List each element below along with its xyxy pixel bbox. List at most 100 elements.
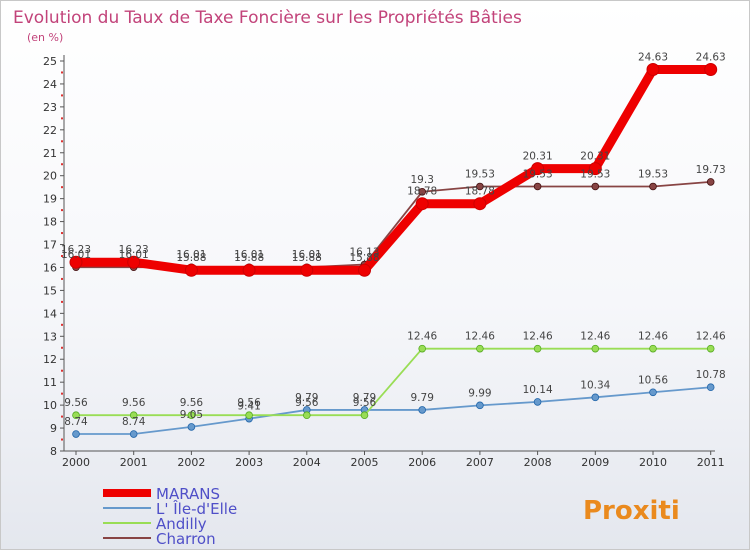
y-tick-label: 23 — [43, 101, 57, 114]
data-label: 9.56 — [64, 397, 88, 409]
data-point — [706, 344, 715, 353]
data-point — [476, 182, 484, 191]
y-tick-label: 17 — [43, 239, 57, 252]
y-tick-label: 16 — [43, 261, 57, 274]
data-point — [533, 182, 542, 191]
y-minor-mark — [61, 140, 63, 143]
data-point — [533, 398, 542, 406]
x-tick-label: 2011 — [697, 456, 725, 469]
y-minor-mark — [61, 163, 63, 166]
x-tick-label: 2006 — [408, 456, 436, 469]
data-point — [360, 411, 369, 420]
x-tick-label: 2010 — [639, 456, 667, 469]
data-point — [358, 263, 371, 277]
data-label: 15.88 — [292, 252, 322, 264]
data-label: 9.79 — [411, 392, 434, 404]
y-tick-label: 14 — [43, 307, 57, 320]
data-label: 19.73 — [696, 164, 726, 176]
data-label: 9.56 — [353, 397, 377, 409]
data-label: 9.79 — [353, 392, 376, 404]
data-label: 10.14 — [523, 384, 553, 396]
data-label: 19.53 — [638, 168, 668, 180]
data-point — [184, 263, 198, 277]
axes: 8 9 10 11 12 13 14 15 16 17 18 19 20 21 22 23 24 25 2000 20… — [43, 55, 725, 469]
data-point — [649, 182, 657, 191]
legend-label: MARANS — [156, 485, 220, 503]
data-point — [245, 411, 253, 420]
data-label: 9.41 — [237, 401, 260, 413]
data-point — [473, 197, 487, 211]
data-label: 12.46 — [696, 331, 726, 343]
y-minor-mark — [61, 94, 63, 97]
legend-label: L' Île-d'Elle — [156, 499, 237, 518]
data-label: 10.34 — [580, 379, 610, 391]
data-label: 16.01 — [176, 249, 206, 261]
data-label: 9.56 — [237, 397, 261, 409]
data-label: 12.46 — [523, 331, 553, 343]
data-point — [649, 344, 657, 353]
data-label: 8.74 — [122, 416, 146, 428]
x-tick-label: 2004 — [293, 456, 321, 469]
proxiti-logo: Proxiti — [583, 496, 680, 526]
data-point — [418, 344, 427, 353]
data-label: 16.01 — [61, 249, 91, 261]
data-point — [302, 411, 311, 420]
data-point — [591, 393, 600, 402]
data-point — [415, 197, 429, 211]
data-label: 16.01 — [234, 249, 264, 261]
x-tick-label: 2003 — [235, 456, 263, 469]
data-point — [706, 383, 715, 392]
y-minor-mark — [61, 369, 63, 372]
data-label: 9.99 — [468, 387, 491, 399]
y-tick-label: 21 — [43, 147, 57, 160]
y-minor-mark — [61, 300, 63, 303]
data-label: 18.78 — [407, 186, 437, 198]
data-point — [127, 255, 141, 269]
legend-label: Andilly — [156, 515, 207, 533]
y-tick-label: 15 — [43, 284, 57, 297]
y-minor-mark — [61, 255, 63, 257]
data-label: 24.63 — [638, 51, 668, 63]
series-3 — [72, 178, 715, 272]
y-minor-mark — [61, 392, 63, 395]
data-label: 9.05 — [180, 409, 203, 421]
data-label: 16.01 — [292, 249, 322, 261]
y-tick-label: 19 — [43, 193, 57, 206]
data-label: 12.46 — [580, 331, 610, 343]
y-minor-mark — [61, 117, 63, 120]
data-point — [418, 187, 427, 196]
x-tick-label: 2001 — [120, 456, 148, 469]
data-label: 12.46 — [638, 331, 668, 343]
x-tick-label: 2008 — [524, 456, 552, 469]
data-point — [129, 430, 138, 438]
data-label: 10.56 — [638, 374, 668, 386]
data-label: 18.78 — [465, 186, 495, 198]
data-label: 19.53 — [465, 168, 495, 180]
x-tick-label: 2007 — [466, 456, 494, 469]
y-minor-mark — [61, 209, 63, 212]
data-label: 19.53 — [580, 168, 610, 180]
y-minor-mark — [61, 186, 63, 189]
data-labels: 16.23 16.23 15.88 15.88 15.88 15.88 18.78 18.78… — [61, 51, 726, 428]
data-point — [591, 182, 600, 191]
data-point — [704, 62, 718, 76]
data-point — [706, 178, 715, 186]
data-label: 12.46 — [465, 331, 495, 343]
logo-text: Proxiti — [583, 496, 680, 526]
series-line — [75, 180, 712, 269]
data-label: 9.56 — [295, 397, 319, 409]
data-label: 15.88 — [349, 252, 379, 264]
data-label: 19.3 — [411, 174, 434, 186]
data-point — [187, 423, 196, 431]
data-point — [476, 401, 484, 410]
data-point — [300, 263, 314, 277]
x-tick-label: 2009 — [581, 456, 609, 469]
data-label: 12.46 — [407, 331, 437, 343]
data-label: 16.23 — [61, 244, 91, 256]
chart-title: Evolution du Taux de Taxe Foncière sur l… — [13, 8, 522, 28]
y-minor-mark — [61, 323, 63, 326]
y-tick-label: 24 — [43, 78, 57, 91]
data-point — [476, 344, 484, 353]
